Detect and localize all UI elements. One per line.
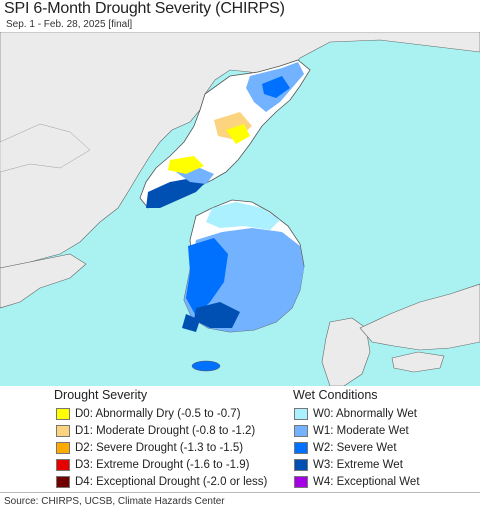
legend-swatch (56, 476, 70, 488)
legend-item-d4: D4: Exceptional Drought (-2.0 or less) (56, 474, 267, 490)
wet-legend-title: Wet Conditions (293, 388, 378, 402)
legend-label: W3: Extreme Wet (313, 459, 403, 471)
nk-dry-west (168, 156, 204, 174)
legend-label: D3: Extreme Drought (-1.6 to -1.9) (75, 459, 250, 471)
legend-item-w1: W1: Moderate Wet (294, 423, 409, 439)
jeju-island (191, 360, 221, 372)
liaodong-area (0, 123, 91, 173)
legend-item-d2: D2: Severe Drought (-1.3 to -1.5) (56, 440, 243, 456)
legend-item-w2: W2: Severe Wet (294, 440, 397, 456)
legend-label: D4: Exceptional Drought (-2.0 or less) (75, 476, 268, 488)
legend-item-d3: D3: Extreme Drought (-1.6 to -1.9) (56, 457, 249, 473)
legend-label: D1: Moderate Drought (-0.8 to -1.2) (75, 425, 256, 437)
sk-wet-south-extreme (194, 302, 240, 328)
japan-honshu (359, 283, 480, 351)
japan-shikoku (391, 351, 445, 373)
sk-wet-west-severe (186, 238, 228, 316)
map-subtitle: Sep. 1 - Feb. 28, 2025 [final] (6, 19, 133, 30)
legend-label: W1: Moderate Wet (313, 425, 409, 437)
map-title: SPI 6-Month Drought Severity (CHIRPS) (4, 0, 285, 17)
header: SPI 6-Month Drought Severity (CHIRPS) Se… (0, 0, 480, 32)
shandong-peninsula (0, 253, 87, 309)
sk-wet-southwest (182, 314, 200, 332)
legend-label: D0: Abnormally Dry (-0.5 to -0.7) (75, 408, 241, 420)
legend-item-d0: D0: Abnormally Dry (-0.5 to -0.7) (56, 406, 241, 422)
map-panel[interactable] (0, 32, 480, 386)
legend-swatch (56, 408, 70, 420)
legend-swatch (56, 442, 70, 454)
drought-map (0, 32, 480, 386)
legend-swatch (294, 408, 308, 420)
legend-swatch (294, 476, 308, 488)
legend-label: W2: Severe Wet (313, 442, 397, 454)
legend-swatch (294, 459, 308, 471)
legend-label: D2: Severe Drought (-1.3 to -1.5) (75, 442, 244, 454)
nk-wet-northeast-dark (262, 76, 290, 98)
drought-legend-title: Drought Severity (54, 388, 148, 402)
legend: Drought Severity Wet Conditions D0: Abno… (0, 386, 480, 492)
source-credit: Source: CHIRPS, UCSB, Climate Hazards Ce… (4, 496, 225, 507)
legend-label: W0: Abnormally Wet (313, 408, 417, 420)
legend-swatch (56, 459, 70, 471)
legend-swatch (294, 442, 308, 454)
legend-item-w4: W4: Exceptional Wet (294, 474, 420, 490)
legend-label: W4: Exceptional Wet (313, 476, 420, 488)
legend-item-w0: W0: Abnormally Wet (294, 406, 417, 422)
footer: Source: CHIRPS, UCSB, Climate Hazards Ce… (0, 492, 480, 511)
legend-swatch (56, 425, 70, 437)
nk-wet-west (146, 178, 206, 208)
legend-item-d1: D1: Moderate Drought (-0.8 to -1.2) (56, 423, 255, 439)
legend-swatch (294, 425, 308, 437)
sk-wet-north-light (206, 202, 280, 230)
legend-item-w3: W3: Extreme Wet (294, 457, 403, 473)
japan-kyushu (321, 317, 371, 386)
nk-dry-patch (226, 124, 250, 144)
